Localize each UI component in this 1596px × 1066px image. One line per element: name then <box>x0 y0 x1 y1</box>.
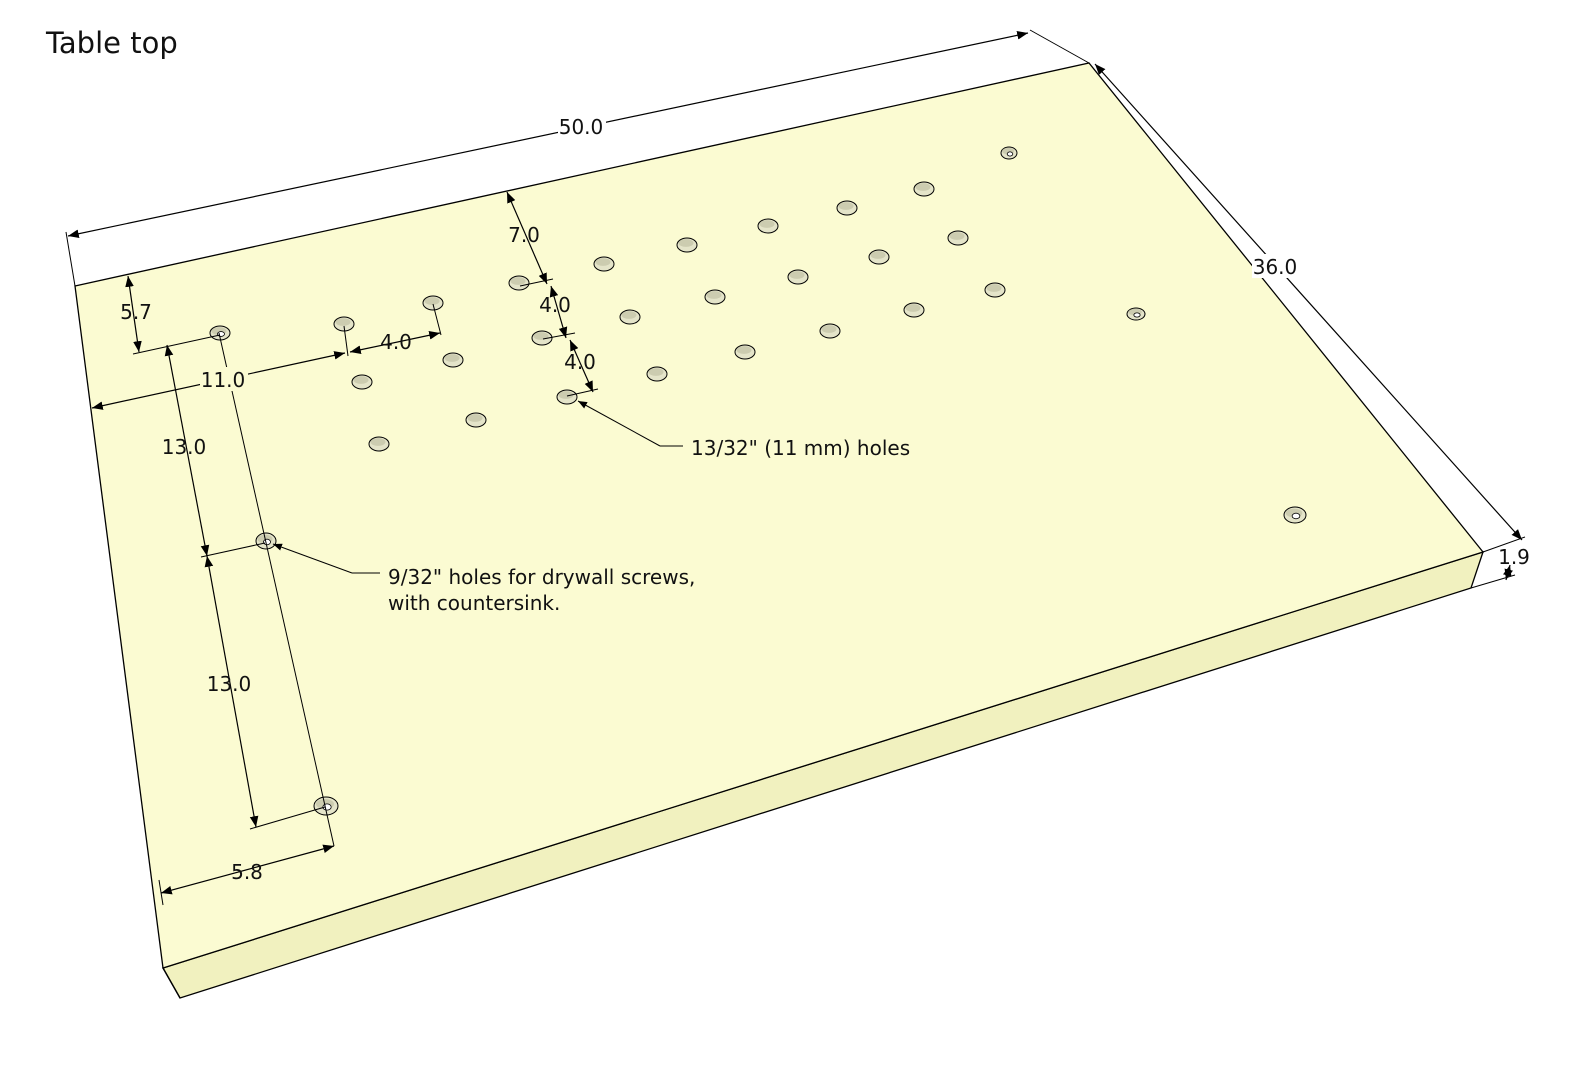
peg-hole <box>531 330 553 346</box>
peg-hole <box>333 316 355 332</box>
dim-first-row-label: 7.0 <box>508 223 540 247</box>
board-top-face <box>74 62 1485 969</box>
callout-screw-holes-line1: 9/32" holes for drywall screws, <box>388 565 695 589</box>
dim-screw-edge-label: 5.7 <box>120 300 152 324</box>
dimension-lines <box>65 29 1526 906</box>
board-front-edge <box>162 967 181 999</box>
peg-hole <box>351 374 373 390</box>
dim-row-spacing-2-label: 4.0 <box>564 350 596 374</box>
peg-hole <box>947 230 969 246</box>
dim-row-spacing-1-label: 4.0 <box>539 293 571 317</box>
peg-hole <box>757 218 779 234</box>
screw-hole <box>1000 146 1018 160</box>
dim-column-spacing-label: 4.0 <box>380 330 412 354</box>
peg-hole <box>676 237 698 253</box>
peg-hole <box>556 389 578 405</box>
peg-hole <box>984 282 1006 298</box>
peg-hole <box>734 344 756 360</box>
peg-hole <box>787 269 809 285</box>
peg-hole <box>465 412 487 428</box>
dim-thickness-label: 1.9 <box>1498 545 1530 569</box>
dim-length-label: 50.0 <box>559 115 604 139</box>
peg-hole <box>442 352 464 368</box>
dim-width-label: 36.0 <box>1253 255 1298 279</box>
peg-hole <box>704 289 726 305</box>
peg-hole <box>903 302 925 318</box>
peg-hole <box>508 275 530 291</box>
callout-peg-holes: 13/32" (11 mm) holes <box>691 436 910 460</box>
peg-hole <box>368 436 390 452</box>
peg-hole <box>868 249 890 265</box>
screw-hole <box>313 796 339 816</box>
peg-hole <box>422 295 444 311</box>
peg-hole <box>819 323 841 339</box>
peg-hole <box>836 200 858 216</box>
screw-hole <box>1126 307 1146 321</box>
page-title: Table top <box>45 26 178 60</box>
peg-hole-grid <box>209 146 1307 816</box>
dim-screw-spacing-2-label: 13.0 <box>207 672 252 696</box>
dim-screw-side-label: 5.8 <box>231 860 263 884</box>
dim-grid-offset-label: 11.0 <box>201 368 246 392</box>
callout-screw-holes-line2: with countersink. <box>388 591 560 615</box>
dim-screw-spacing-1-label: 13.0 <box>162 435 207 459</box>
screw-hole <box>1283 506 1307 524</box>
peg-hole <box>593 256 615 272</box>
peg-hole <box>646 366 668 382</box>
peg-hole <box>913 181 935 197</box>
peg-hole <box>619 309 641 325</box>
